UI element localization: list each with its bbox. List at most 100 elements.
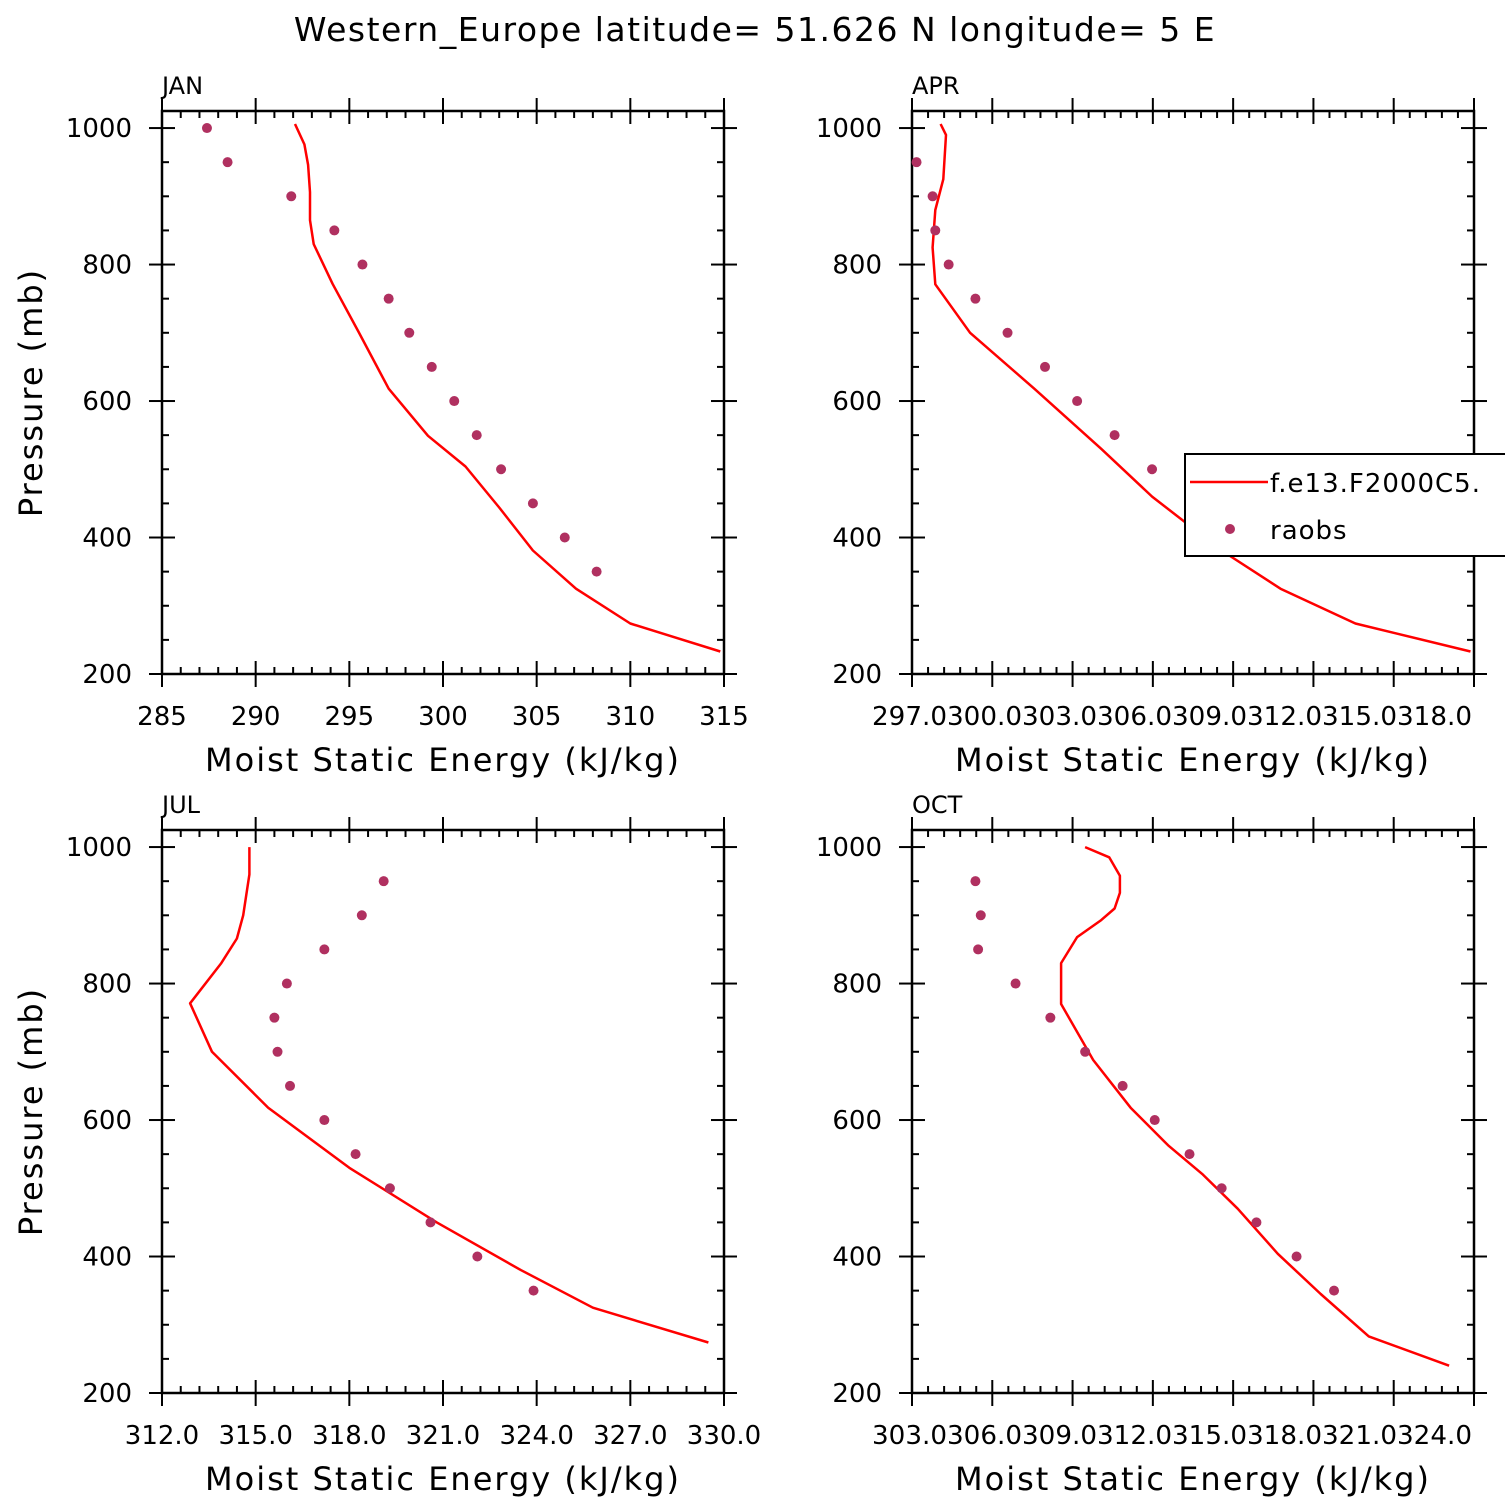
y-tick-label: 600 <box>82 387 132 417</box>
y-axis-label: Pressure (mb) <box>12 268 50 517</box>
raobs-point <box>973 944 984 955</box>
raobs-point <box>975 910 986 921</box>
x-tick-label: 305 <box>512 702 562 732</box>
raobs-point <box>527 498 538 509</box>
y-tick-label: 600 <box>82 1106 132 1136</box>
y-tick-label: 1000 <box>66 833 132 863</box>
y-tick-label: 600 <box>832 387 882 417</box>
y-tick-label: 200 <box>832 1379 882 1409</box>
x-axis-label: Moist Static Energy (kJ/kg) <box>955 1460 1431 1498</box>
model-line <box>293 123 721 653</box>
x-tick-label: 285 <box>137 702 187 732</box>
raobs-point <box>943 259 954 270</box>
raobs-point <box>1117 1080 1128 1091</box>
x-tick-label: 315.0 <box>218 1421 292 1451</box>
x-tick-label: 290 <box>231 702 281 732</box>
raobs-point <box>357 259 368 270</box>
raobs-point <box>425 1217 436 1228</box>
raobs-point <box>285 1080 296 1091</box>
raobs-point <box>319 944 330 955</box>
raobs-point <box>281 978 292 989</box>
x-axis-label: Moist Static Energy (kJ/kg) <box>205 1460 681 1498</box>
x-tick-label: 324.0 <box>499 1421 573 1451</box>
raobs-point <box>1002 327 1013 338</box>
x-tick-label: 330.0 <box>687 1421 761 1451</box>
raobs-point <box>1291 1251 1302 1262</box>
plot-frame <box>910 109 1476 676</box>
raobs-point <box>1184 1149 1195 1160</box>
x-tick-label: 327.0 <box>593 1421 667 1451</box>
figure-title: Western_Europe latitude= 51.626 N longit… <box>293 10 1217 49</box>
x-tick-label: 315 <box>699 702 749 732</box>
raobs-point <box>383 293 394 304</box>
raobs-point <box>1251 1217 1262 1228</box>
raobs-point <box>1040 361 1051 372</box>
legend-box <box>1184 453 1505 557</box>
y-tick-label: 400 <box>82 524 132 554</box>
raobs-point <box>1072 396 1083 407</box>
y-axis-label: Pressure (mb) <box>12 987 50 1236</box>
raobs-point <box>269 1012 280 1023</box>
raobs-point <box>1010 978 1021 989</box>
y-tick-label: 400 <box>832 1243 882 1273</box>
raobs-point <box>1109 430 1120 441</box>
x-tick-label: 318.0 <box>312 1421 386 1451</box>
x-tick-label: 310 <box>606 702 656 732</box>
legend-label-raobs: raobs <box>1270 516 1348 546</box>
raobs-point <box>559 532 570 543</box>
raobs-point <box>449 396 460 407</box>
y-tick-label: 400 <box>82 1243 132 1273</box>
raobs-point <box>1329 1285 1340 1296</box>
raobs-point <box>272 1046 283 1057</box>
y-tick-label: 1000 <box>816 114 882 144</box>
y-tick-label: 800 <box>832 251 882 281</box>
raobs-point <box>222 157 233 168</box>
x-axis-label: Moist Static Energy (kJ/kg) <box>955 741 1431 779</box>
raobs-point <box>591 566 602 577</box>
raobs-point <box>472 1251 483 1262</box>
raobs-point <box>378 876 389 887</box>
raobs-point <box>1149 1115 1160 1126</box>
raobs-point <box>404 327 415 338</box>
y-tick-label: 1000 <box>66 114 132 144</box>
raobs-point <box>1147 464 1158 475</box>
y-tick-label: 600 <box>832 1106 882 1136</box>
raobs-point <box>426 361 437 372</box>
x-tick-label: 312.0 <box>125 1421 199 1451</box>
panel-label: APR <box>912 72 960 100</box>
panel-apr: APR 200 400 600 800 1000 297.0300.0303.0306.03… <box>816 72 1505 779</box>
raobs-point <box>496 464 507 475</box>
plot-frame <box>160 828 726 1395</box>
y-tick-label: 800 <box>82 251 132 281</box>
raobs-point <box>201 123 212 134</box>
raobs-point <box>927 191 938 202</box>
panel-label: JAN <box>160 72 203 100</box>
raobs-point <box>286 191 297 202</box>
y-tick-label: 400 <box>832 524 882 554</box>
raobs-point <box>528 1285 539 1296</box>
raobs-point <box>329 225 340 236</box>
y-tick-label: 800 <box>832 970 882 1000</box>
panel-oct: OCT 200 400 600 800 1000 303.0306.0309.0312.03… <box>816 791 1487 1498</box>
raobs-point <box>471 430 482 441</box>
panel-jan: JAN 200 400 600 800 1000 285 290 295 300 305 310 315… <box>12 72 749 779</box>
plot-frame <box>160 109 726 676</box>
legend: f.e13.F2000C5. raobs <box>1184 453 1505 557</box>
y-tick-label: 1000 <box>816 833 882 863</box>
x-tick-label: 295 <box>325 702 375 732</box>
raobs-point <box>1216 1183 1227 1194</box>
model-line <box>188 847 709 1344</box>
raobs-point <box>384 1183 395 1194</box>
raobs-point <box>930 225 941 236</box>
legend-label-model: f.e13.F2000C5. <box>1270 469 1481 499</box>
raobs-point <box>1045 1012 1056 1023</box>
model-line <box>931 123 1471 653</box>
panel-label: OCT <box>912 791 963 819</box>
model-line <box>1059 845 1450 1367</box>
legend-dot-swatch <box>1225 524 1235 534</box>
y-tick-label: 200 <box>82 660 132 690</box>
panel-jul: JUL 200 400 600 800 1000 312.0 315.0 318.0 321.0 3… <box>12 791 761 1498</box>
plot-frame <box>910 828 1476 1395</box>
x-tick-label: 300 <box>418 702 468 732</box>
